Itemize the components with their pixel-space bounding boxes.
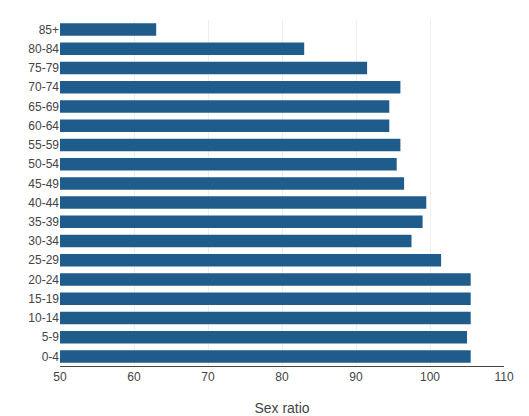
svg-text:20-24: 20-24 — [28, 273, 59, 287]
svg-text:0-4: 0-4 — [42, 350, 60, 364]
svg-text:70: 70 — [201, 370, 215, 384]
svg-text:50: 50 — [53, 370, 67, 384]
svg-text:45-49: 45-49 — [28, 177, 59, 191]
svg-text:80: 80 — [275, 370, 289, 384]
svg-text:80-84: 80-84 — [28, 42, 59, 56]
svg-text:60-64: 60-64 — [28, 119, 59, 133]
svg-text:5-9: 5-9 — [42, 330, 60, 344]
svg-text:30-34: 30-34 — [28, 234, 59, 248]
svg-text:15-19: 15-19 — [28, 292, 59, 306]
svg-text:40-44: 40-44 — [28, 196, 59, 210]
svg-text:100: 100 — [420, 370, 440, 384]
svg-text:10-14: 10-14 — [28, 311, 59, 325]
svg-text:50-54: 50-54 — [28, 157, 59, 171]
svg-text:25-29: 25-29 — [28, 253, 59, 267]
svg-text:60: 60 — [127, 370, 141, 384]
svg-text:35-39: 35-39 — [28, 215, 59, 229]
svg-text:90: 90 — [349, 370, 363, 384]
svg-text:110: 110 — [494, 370, 513, 384]
svg-text:75-79: 75-79 — [28, 61, 59, 75]
svg-text:85+: 85+ — [39, 23, 59, 37]
svg-text:70-74: 70-74 — [28, 80, 59, 94]
svg-text:Sex ratio: Sex ratio — [254, 400, 309, 416]
svg-text:65-69: 65-69 — [28, 100, 59, 114]
svg-text:55-59: 55-59 — [28, 138, 59, 152]
